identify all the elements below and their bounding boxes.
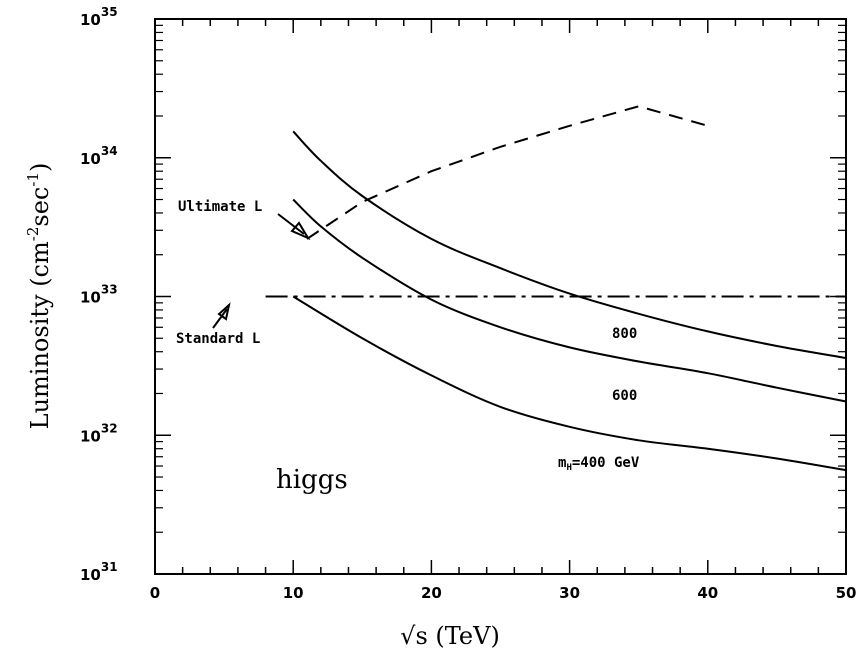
y-axis-title: Luminosity (cm-2sec-1)	[24, 163, 54, 430]
x-tick-label: 0	[150, 584, 160, 602]
higgs-label: higgs	[276, 465, 348, 495]
x-tick-label: 20	[421, 584, 442, 602]
standard-l-arrow	[212, 308, 228, 329]
y-tick-label: 1034	[80, 144, 118, 168]
ultimate-l-arrowhead	[290, 221, 311, 241]
curve-m-h-400-gev	[292, 295, 847, 472]
axes: 0 10 20 30 40 50 1031 1032 1033 1034 1035	[80, 5, 856, 602]
x-tick-label: 30	[559, 584, 580, 602]
x-tick-label: 40	[697, 584, 718, 602]
label-800: 800	[612, 326, 637, 342]
label-600: 600	[612, 388, 637, 404]
y-tick-label: 1031	[80, 560, 118, 584]
y-tick-label: 1035	[80, 5, 118, 29]
standard-l-arrowhead	[217, 302, 231, 321]
x-tick-label: 50	[836, 584, 857, 602]
ultimate-l-label: Ultimate L	[178, 199, 262, 215]
curve-600	[292, 198, 847, 403]
y-tick-label: 1033	[80, 283, 118, 307]
y-tick-label: 1032	[80, 421, 118, 445]
curve-800	[292, 130, 847, 360]
x-tick-label: 10	[283, 584, 304, 602]
curve-ultimate-l	[306, 105, 709, 240]
x-axis-title: √s (TeV)	[400, 622, 500, 650]
ultimate-l-arrow	[277, 213, 305, 235]
label-mh-400: mH=400 GeV	[558, 455, 640, 473]
curves	[265, 105, 847, 472]
standard-l-label: Standard L	[176, 331, 260, 347]
